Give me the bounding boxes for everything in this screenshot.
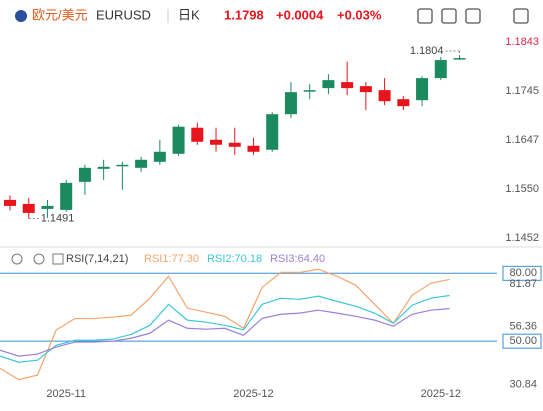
- price: 1.1798: [224, 7, 264, 22]
- x-tick-label: 2025-11: [46, 388, 86, 400]
- candle-body: [97, 166, 110, 169]
- eye-icon[interactable]: [11, 253, 23, 265]
- candle-body: [228, 142, 241, 147]
- tool-button[interactable]: [441, 8, 457, 24]
- candle-body: [172, 126, 185, 154]
- change-pct: +0.03%: [337, 7, 382, 22]
- rsi-line: [0, 308, 450, 357]
- y-tick-label: 80.00: [509, 267, 537, 279]
- candle-body: [41, 205, 54, 209]
- y-tick-label: 1.1843: [505, 36, 539, 48]
- change: +0.0004: [276, 7, 324, 22]
- indicator-icon[interactable]: [52, 253, 64, 265]
- rsi-title: RSI(7,14,21): [66, 253, 128, 265]
- candle-body: [322, 80, 335, 89]
- legend-entry: RSI1:77.30: [144, 253, 199, 265]
- fullscreen-button[interactable]: [513, 8, 529, 24]
- candle-body: [4, 199, 16, 206]
- candle-body: [247, 145, 260, 152]
- candle-body: [284, 92, 297, 115]
- y-tick-label: 56.36: [509, 321, 537, 333]
- candle-body: [397, 99, 410, 107]
- candle-body: [303, 90, 316, 92]
- candle-body: [135, 159, 148, 168]
- candle-body: [359, 86, 372, 93]
- rsi-line: [0, 268, 450, 381]
- x-tick-label: 2025-12: [233, 388, 273, 400]
- candle-body: [22, 203, 35, 213]
- rsi-line: [0, 294, 450, 363]
- legend-entry: RSI3:64.40: [270, 253, 325, 265]
- candle-body: [416, 78, 429, 101]
- tool-button[interactable]: [417, 8, 433, 24]
- y-tick-label: 1.1452: [505, 232, 539, 244]
- candle-body: [434, 60, 447, 79]
- period[interactable]: 日K: [178, 7, 200, 22]
- candle-body: [378, 90, 391, 102]
- y-tick-box: [502, 265, 542, 281]
- y-tick-label: 30.84: [509, 378, 537, 390]
- settings-icon[interactable]: [33, 253, 45, 265]
- flag-icon: [15, 10, 27, 22]
- candle-body: [116, 164, 129, 167]
- y-tick-label: 1.1647: [505, 134, 539, 146]
- candle-body: [210, 139, 223, 145]
- annotation: 1.1491: [41, 212, 75, 224]
- annotation: 1.1804: [410, 45, 444, 57]
- x-tick-label: 2025-12: [421, 388, 461, 400]
- y-tick-label: 50.00: [509, 335, 537, 347]
- legend-entry: RSI2:70.18: [207, 253, 262, 265]
- candle-body: [453, 58, 466, 60]
- symbol: EURUSD: [96, 7, 151, 22]
- y-tick-label: 1.1550: [505, 183, 539, 195]
- pair-name: 欧元/美元: [32, 7, 88, 22]
- candle-body: [60, 182, 73, 210]
- candle-body: [341, 82, 354, 89]
- candle-body: [191, 127, 204, 142]
- y-tick-label: 1.1745: [505, 85, 539, 97]
- tool-button[interactable]: [465, 8, 481, 24]
- y-tick-box: [502, 333, 542, 349]
- candle-body: [153, 151, 166, 162]
- candle-body: [266, 114, 279, 150]
- y-tick-label: 81.87: [509, 278, 537, 290]
- candle-body: [78, 167, 91, 182]
